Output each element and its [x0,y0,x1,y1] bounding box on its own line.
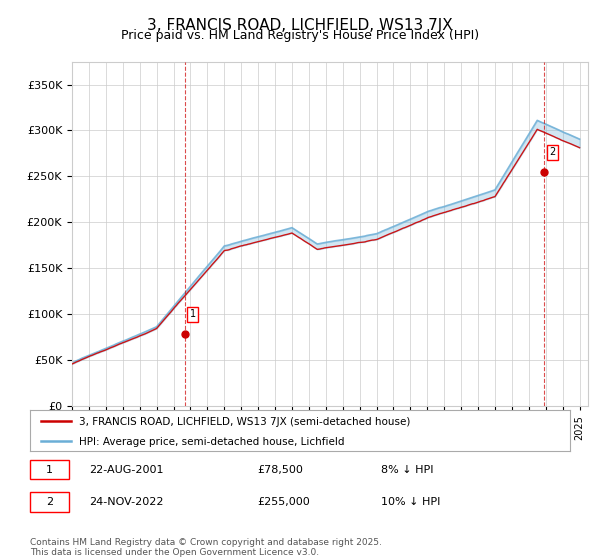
FancyBboxPatch shape [30,460,69,479]
Text: 8% ↓ HPI: 8% ↓ HPI [381,465,433,475]
Text: HPI: Average price, semi-detached house, Lichfield: HPI: Average price, semi-detached house,… [79,437,344,447]
Text: 22-AUG-2001: 22-AUG-2001 [89,465,164,475]
Text: 3, FRANCIS ROAD, LICHFIELD, WS13 7JX: 3, FRANCIS ROAD, LICHFIELD, WS13 7JX [147,18,453,33]
Text: Contains HM Land Registry data © Crown copyright and database right 2025.
This d: Contains HM Land Registry data © Crown c… [30,538,382,557]
Text: 2: 2 [46,497,53,507]
Text: £78,500: £78,500 [257,465,302,475]
Text: 10% ↓ HPI: 10% ↓ HPI [381,497,440,507]
Text: 2: 2 [549,147,556,157]
Text: 1: 1 [190,309,196,319]
Text: £255,000: £255,000 [257,497,310,507]
Text: 24-NOV-2022: 24-NOV-2022 [89,497,164,507]
Text: 1: 1 [46,465,53,475]
Text: 3, FRANCIS ROAD, LICHFIELD, WS13 7JX (semi-detached house): 3, FRANCIS ROAD, LICHFIELD, WS13 7JX (se… [79,417,410,427]
FancyBboxPatch shape [30,492,69,512]
Text: Price paid vs. HM Land Registry's House Price Index (HPI): Price paid vs. HM Land Registry's House … [121,29,479,42]
